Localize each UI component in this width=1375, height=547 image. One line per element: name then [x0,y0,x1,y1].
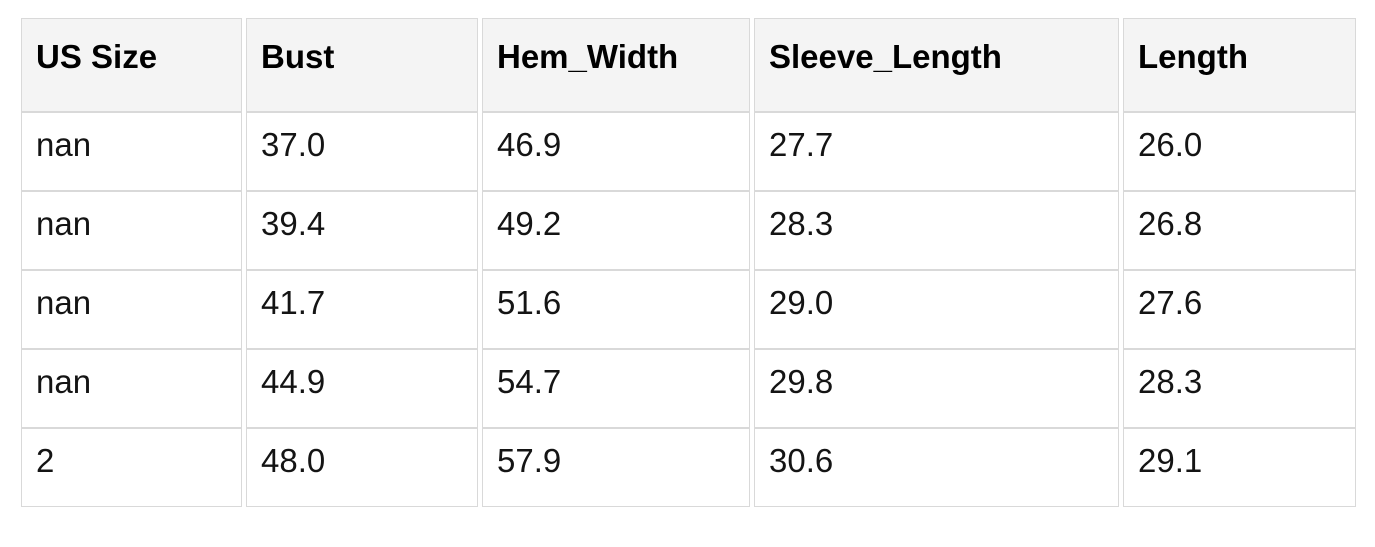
table-cell: nan [21,191,242,270]
table-cell: 29.1 [1123,428,1356,507]
table-row: 2 48.0 57.9 30.6 29.1 [21,428,1356,507]
column-header-hem-width: Hem_Width [482,18,750,112]
table-cell: 28.3 [1123,349,1356,428]
table-cell: 27.6 [1123,270,1356,349]
table-row: nan 44.9 54.7 29.8 28.3 [21,349,1356,428]
table-cell: nan [21,270,242,349]
table-cell: nan [21,349,242,428]
column-header-length: Length [1123,18,1356,112]
table-cell: 30.6 [754,428,1119,507]
table-row: nan 41.7 51.6 29.0 27.6 [21,270,1356,349]
table-row: nan 37.0 46.9 27.7 26.0 [21,112,1356,191]
table-cell: nan [21,112,242,191]
table-cell: 51.6 [482,270,750,349]
header-row: US Size Bust Hem_Width Sleeve_Length Len… [21,18,1356,112]
column-header-us-size: US Size [21,18,242,112]
table-cell: 46.9 [482,112,750,191]
table-cell: 54.7 [482,349,750,428]
table-cell: 26.0 [1123,112,1356,191]
table-cell: 57.9 [482,428,750,507]
table-cell: 29.0 [754,270,1119,349]
table-row: nan 39.4 49.2 28.3 26.8 [21,191,1356,270]
table-cell: 39.4 [246,191,478,270]
column-header-bust: Bust [246,18,478,112]
table-cell: 44.9 [246,349,478,428]
size-chart-table: US Size Bust Hem_Width Sleeve_Length Len… [17,18,1360,507]
table-cell: 2 [21,428,242,507]
table-cell: 27.7 [754,112,1119,191]
table-cell: 41.7 [246,270,478,349]
table-cell: 49.2 [482,191,750,270]
table-cell: 48.0 [246,428,478,507]
column-header-sleeve-length: Sleeve_Length [754,18,1119,112]
table-cell: 29.8 [754,349,1119,428]
table-cell: 28.3 [754,191,1119,270]
table-cell: 37.0 [246,112,478,191]
table-cell: 26.8 [1123,191,1356,270]
